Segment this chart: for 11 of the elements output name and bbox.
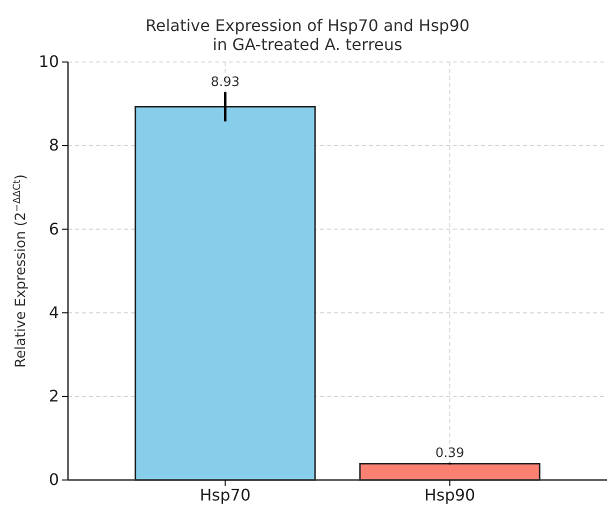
x-tick-label: Hsp90 bbox=[424, 485, 476, 504]
chart-title: Relative Expression of Hsp70 and Hsp90 in GA-treated A. terreus bbox=[145, 16, 470, 54]
y-tick-label: 10 bbox=[38, 52, 59, 72]
x-tick-label: Hsp70 bbox=[200, 485, 251, 504]
y-tick-label: 4 bbox=[48, 302, 59, 322]
data-label: 8.93 bbox=[210, 75, 240, 90]
data-label: 0.39 bbox=[435, 446, 464, 461]
y-tick-label: 8 bbox=[48, 136, 59, 155]
y-tick-label: 6 bbox=[48, 219, 59, 238]
y-tick-label: 0 bbox=[48, 470, 59, 490]
y-tick-label: 2 bbox=[48, 386, 59, 406]
